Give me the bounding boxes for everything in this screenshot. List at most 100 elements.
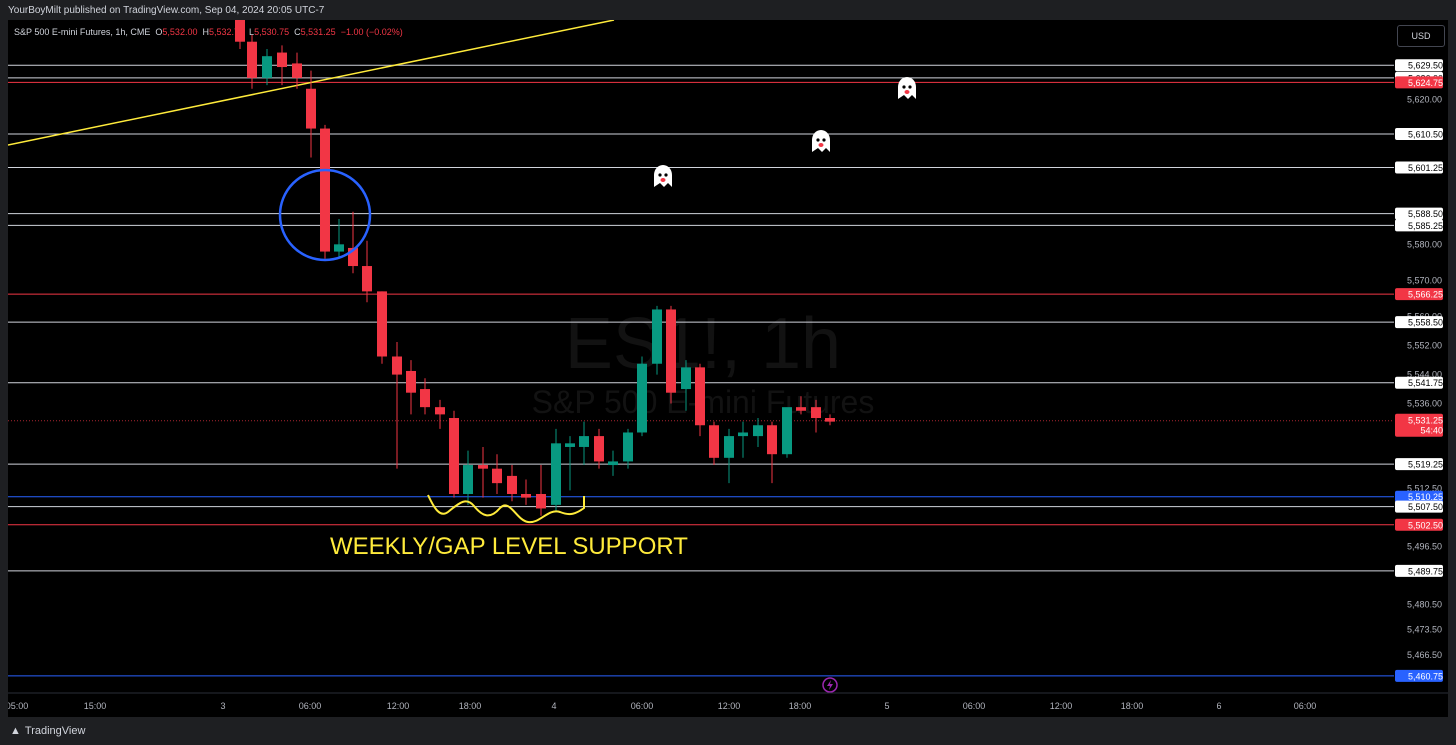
candle-body (709, 425, 719, 458)
candle-body (521, 493, 531, 498)
level-label-text: 5,566.25 (1408, 290, 1443, 300)
candle-body (507, 475, 517, 494)
candle-body (536, 493, 546, 509)
ghost-mouth (660, 178, 666, 182)
candle-body (235, 20, 245, 42)
ghost-icon (654, 165, 672, 187)
flash-icon[interactable] (822, 677, 838, 693)
level-label-text: 5,510.25 (1408, 492, 1443, 502)
level-label-text: 5,507.50 (1408, 502, 1443, 512)
price-tick-label: 5,544.00 (1407, 370, 1442, 380)
level-label-box (1395, 127, 1443, 140)
support-annotation: WEEKLY/GAP LEVEL SUPPORT (330, 533, 688, 560)
level-label-box (1395, 490, 1443, 503)
candle-body (320, 128, 330, 252)
time-tick-label: 5 (884, 701, 889, 711)
price-tick-label: 5,580.00 (1407, 239, 1442, 249)
level-label-text: 5,541.75 (1408, 378, 1443, 388)
change-value: −1.00 (−0.02%) (340, 27, 403, 37)
low-value: 5,530.75 (254, 27, 290, 37)
ghost-icon (812, 130, 830, 152)
level-price-labels: 5,629.505,626.005,624.755,610.505,601.25… (1395, 59, 1443, 682)
candle-body (825, 418, 835, 422)
price-tick-label: 5,480.50 (1407, 599, 1442, 609)
candle-body (623, 432, 633, 462)
time-tick-label: 18:00 (1121, 701, 1144, 711)
ghost-eye (816, 138, 820, 142)
candle-body (435, 407, 445, 415)
level-label-box (1395, 376, 1443, 389)
level-label-box (1395, 288, 1443, 301)
candle-body (247, 41, 257, 78)
level-label-text: 5,585.25 (1408, 221, 1443, 231)
symbol-name[interactable]: S&P 500 E-mini Futures, 1h, CME (14, 27, 151, 37)
price-chart[interactable]: ES1!, 1h S&P 500 E-mini Futures WEEKLY/G… (8, 20, 1448, 717)
price-tick-label: 5,512.50 (1407, 484, 1442, 494)
ghost-eye (822, 138, 826, 142)
candle-body (306, 88, 316, 129)
level-label-box (1395, 219, 1443, 232)
chart-frame[interactable]: ES1!, 1h S&P 500 E-mini Futures WEEKLY/G… (8, 20, 1448, 717)
price-tick-label: 5,496.50 (1407, 541, 1442, 551)
low-label: L (249, 27, 255, 37)
close-value: 5,531.25 (300, 27, 336, 37)
level-label-box (1395, 669, 1443, 682)
time-tick-label: 06:00 (963, 701, 986, 711)
countdown-label: 54:40 (1420, 426, 1443, 436)
publish-bar: YourBoyMilt published on TradingView.com… (0, 0, 1456, 20)
candle-body (753, 425, 763, 437)
candle-body (681, 367, 691, 390)
candle-body (738, 432, 748, 437)
level-label-text: 5,558.50 (1408, 318, 1443, 328)
close-label: C (294, 27, 301, 37)
open-label: O (155, 27, 163, 37)
level-label-box (1395, 564, 1443, 577)
ghost-mouth (904, 90, 910, 94)
candle-body (767, 425, 777, 455)
candle-body (277, 52, 287, 68)
candle-body (478, 465, 488, 469)
candle-body (594, 436, 604, 462)
candle-body (492, 468, 502, 484)
current-price-box (1395, 413, 1443, 437)
squiggle-drawing[interactable] (427, 494, 585, 524)
level-label-text: 5,624.75 (1408, 78, 1443, 88)
high-label: H (202, 27, 209, 37)
price-axis[interactable] (1394, 20, 1448, 717)
level-label-text: 5,502.50 (1408, 520, 1443, 530)
candle-body (579, 436, 589, 447)
price-tick-label: 5,570.00 (1407, 276, 1442, 286)
candle-body (637, 363, 647, 433)
candle-body (406, 370, 416, 393)
level-label-box (1395, 76, 1443, 89)
time-tick-label: 12:00 (387, 701, 410, 711)
level-label-box (1395, 161, 1443, 174)
level-label-box (1395, 458, 1443, 471)
candle-body (724, 436, 734, 458)
time-tick-label: 15:00 (84, 701, 107, 711)
price-tick-label: 5,466.50 (1407, 650, 1442, 660)
candle-body (695, 367, 705, 426)
publish-line: YourBoyMilt published on TradingView.com… (8, 5, 325, 16)
candle-body (420, 389, 430, 408)
level-label-text: 5,519.25 (1408, 460, 1443, 470)
candle-body (392, 356, 402, 375)
ghost-eye (664, 173, 668, 177)
candle-body (666, 309, 676, 393)
level-label-text: 5,588.50 (1408, 209, 1443, 219)
time-tick-label: 06:00 (299, 701, 322, 711)
ghost-mouth (818, 143, 824, 147)
currency-button[interactable]: USD (1397, 25, 1445, 47)
ghost-eye (902, 85, 906, 89)
highlight-circle[interactable] (278, 168, 372, 262)
candle-body (551, 443, 561, 505)
level-label-text: 5,460.75 (1408, 671, 1443, 681)
candle-body (362, 266, 372, 292)
level-label-text: 5,601.25 (1408, 163, 1443, 173)
candle-body (652, 309, 662, 364)
level-label-text: 5,610.50 (1408, 129, 1443, 139)
candle-body (377, 291, 387, 357)
tradingview-logo[interactable]: ▲ TradingView (10, 725, 85, 737)
level-label-box (1395, 316, 1443, 329)
time-axis[interactable]: 05:00 15:00 3 06:00 12:00 18:00 4 06:00 12:00 18:… (8, 692, 1448, 711)
